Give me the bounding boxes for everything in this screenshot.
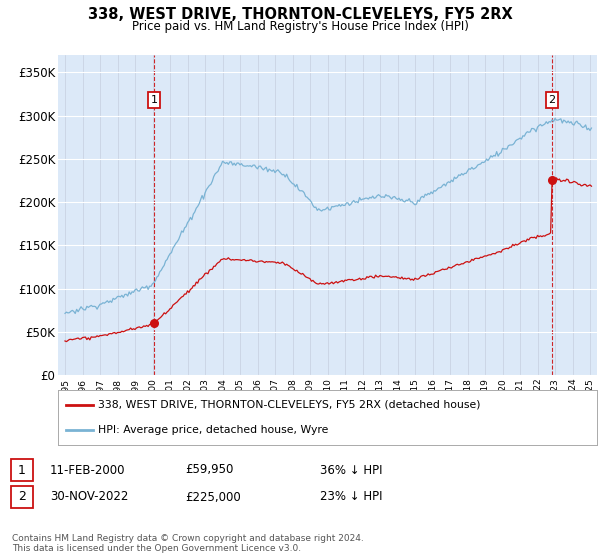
FancyBboxPatch shape [11,459,33,481]
Text: 338, WEST DRIVE, THORNTON-CLEVELEYS, FY5 2RX: 338, WEST DRIVE, THORNTON-CLEVELEYS, FY5… [88,7,512,22]
FancyBboxPatch shape [11,486,33,508]
Text: 2: 2 [548,95,556,105]
Text: £225,000: £225,000 [185,491,241,503]
Text: 36% ↓ HPI: 36% ↓ HPI [320,464,383,477]
Text: 1: 1 [18,464,26,477]
Text: 338, WEST DRIVE, THORNTON-CLEVELEYS, FY5 2RX (detached house): 338, WEST DRIVE, THORNTON-CLEVELEYS, FY5… [98,400,481,410]
Text: Price paid vs. HM Land Registry's House Price Index (HPI): Price paid vs. HM Land Registry's House … [131,20,469,32]
Text: Contains HM Land Registry data © Crown copyright and database right 2024.
This d: Contains HM Land Registry data © Crown c… [12,534,364,553]
Text: 2: 2 [18,491,26,503]
Text: 1: 1 [151,95,157,105]
Text: £59,950: £59,950 [185,464,233,477]
Text: 30-NOV-2022: 30-NOV-2022 [50,491,128,503]
Text: 11-FEB-2000: 11-FEB-2000 [50,464,125,477]
Text: 23% ↓ HPI: 23% ↓ HPI [320,491,383,503]
Text: HPI: Average price, detached house, Wyre: HPI: Average price, detached house, Wyre [98,425,329,435]
